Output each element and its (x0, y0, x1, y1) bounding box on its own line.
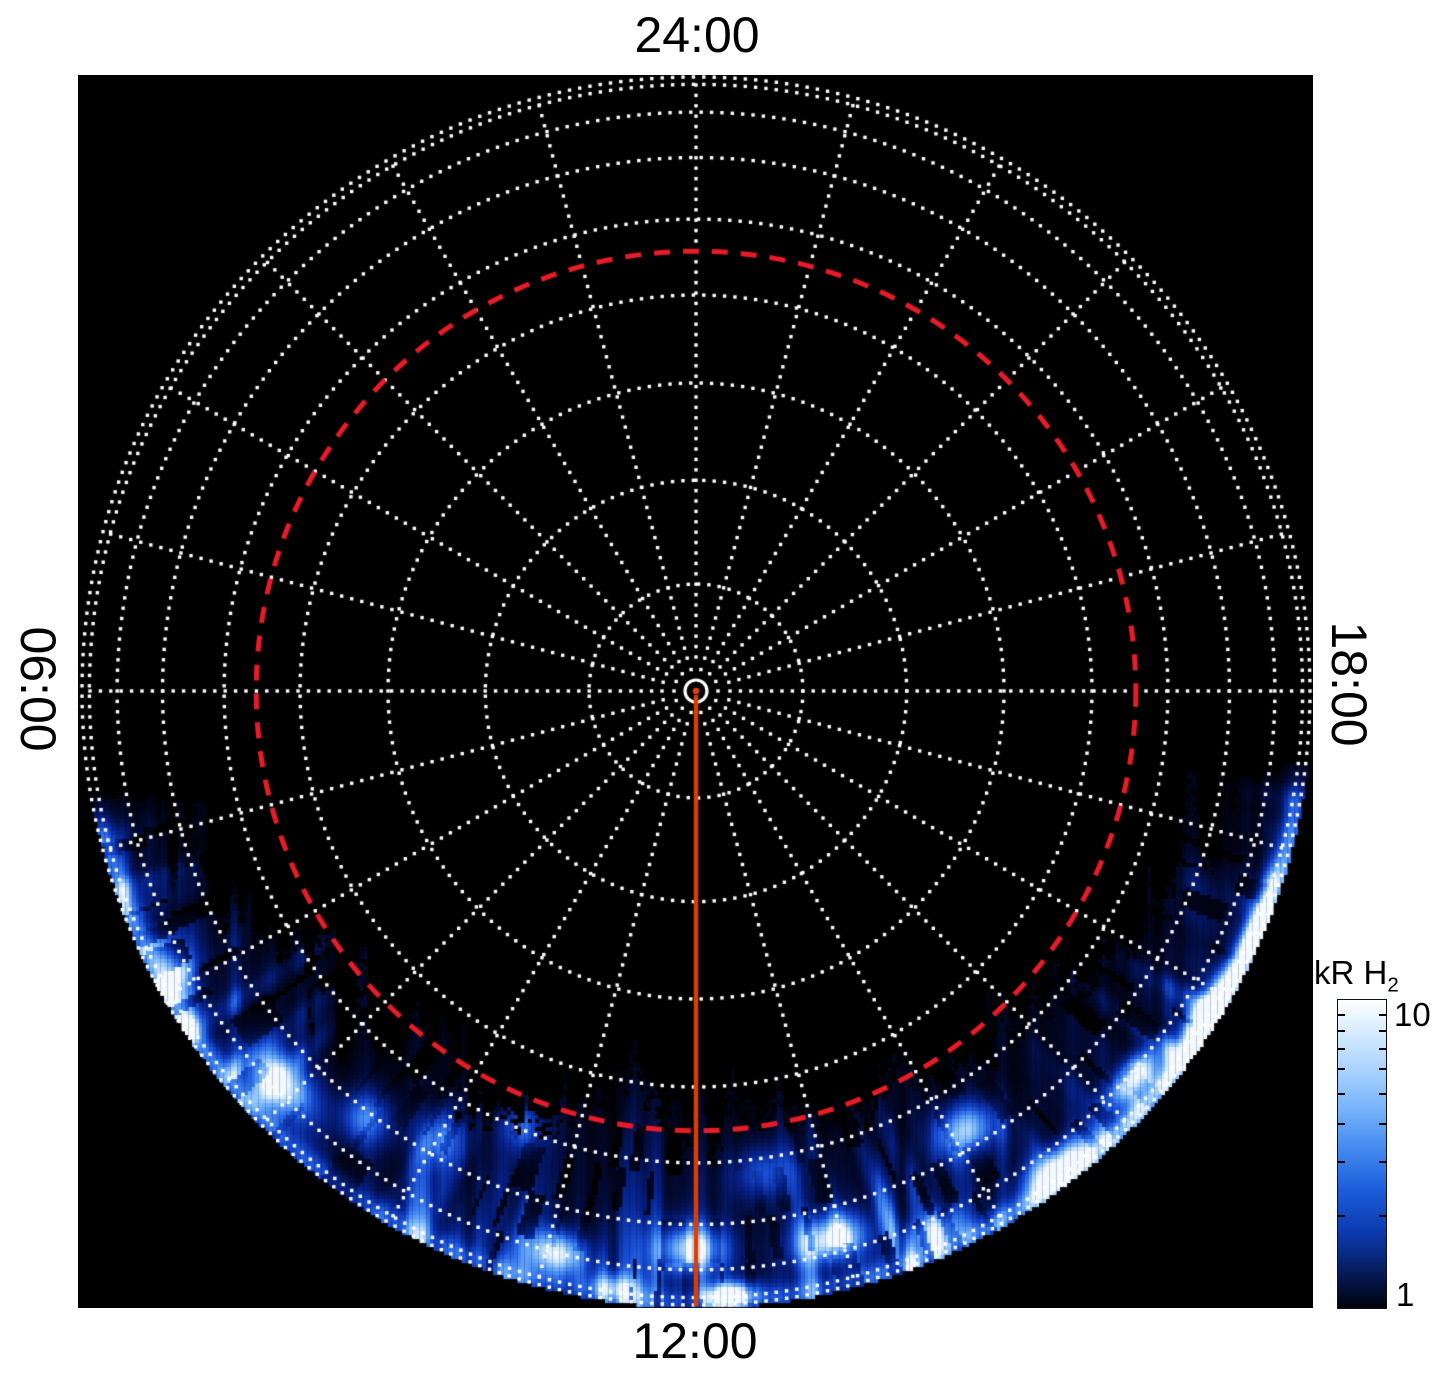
colorbar-tick-3-left (1338, 1161, 1345, 1164)
colorbar-tick-8-right (1379, 1030, 1386, 1033)
colorbar-max-tick-label: 10 (1394, 996, 1431, 1033)
colorbar-tick-2-right (1379, 1215, 1386, 1218)
colorbar-tick-3-right (1379, 1161, 1386, 1164)
colorbar-tick-4-left (1338, 1123, 1345, 1126)
colorbar-title-subscript: 2 (1387, 973, 1399, 997)
colorbar-title-text: kR H (1314, 954, 1388, 991)
mlt-label-1200: 12:00 (632, 1313, 758, 1369)
colorbar-tick-5-right (1379, 1093, 1386, 1096)
colorbar-tick-5-left (1338, 1093, 1345, 1096)
mlt-label-1800: 18:00 (1321, 621, 1377, 747)
polar-aurora-plot-canvas (78, 75, 1313, 1308)
colorbar-tick-6-right (1379, 1068, 1386, 1071)
colorbar-tick-4-right (1379, 1123, 1386, 1126)
colorbar-tick-8-left (1338, 1030, 1345, 1033)
colorbar-tick-7-left (1338, 1048, 1345, 1051)
mlt-label-0600: 06:00 (10, 626, 66, 752)
colorbar-gradient (1337, 999, 1387, 1309)
colorbar-tick-7-right (1379, 1048, 1386, 1051)
colorbar-tick-9-left (1338, 1014, 1345, 1017)
colorbar-tick-9-right (1379, 1014, 1386, 1017)
colorbar-title: kR H2 (1314, 956, 1399, 1003)
colorbar-tick-2-left (1338, 1215, 1345, 1218)
mlt-label-2400: 24:00 (634, 7, 760, 63)
colorbar-min-tick-label: 1 (1396, 1276, 1415, 1313)
colorbar-tick-6-left (1338, 1068, 1345, 1071)
